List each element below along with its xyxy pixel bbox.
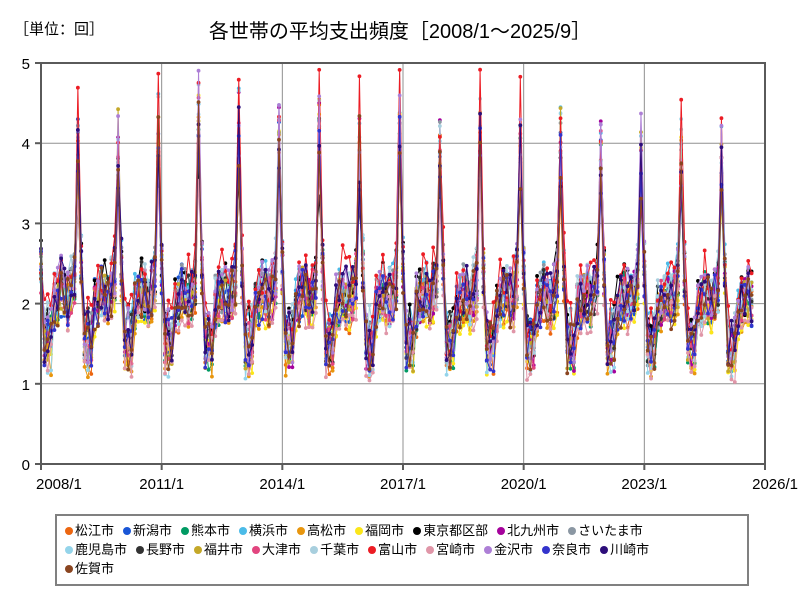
legend-item-宮崎市[interactable]: 宮崎市	[426, 543, 475, 556]
y-tick-label: 1	[22, 377, 30, 394]
x-tick-label: 2023/1	[621, 476, 667, 493]
legend-label: 熊本市	[191, 523, 231, 538]
legend-label: 川崎市	[610, 542, 650, 557]
legend-item-北九州市[interactable]: 北九州市	[497, 524, 559, 537]
legend-marker-icon	[297, 526, 306, 535]
legend-marker-icon	[123, 526, 132, 535]
legend-marker-icon	[136, 545, 145, 554]
legend-label: 福井市	[204, 542, 244, 557]
axes: 0 1 2 3 4 5 2008/1 2011/1 2014/1 2017/1 2020/1 2023…	[22, 56, 798, 493]
legend-item-奈良市[interactable]: 奈良市	[542, 543, 591, 556]
legend-item-富山市[interactable]: 富山市	[368, 543, 417, 556]
x-tick-label: 2020/1	[501, 476, 547, 493]
legend-label: 長野市	[146, 542, 186, 557]
legend-marker-icon	[413, 526, 422, 535]
legend-item-東京都区部[interactable]: 東京都区部	[413, 524, 488, 537]
y-tick-label: 5	[22, 56, 30, 73]
x-tick-label: 2017/1	[380, 476, 426, 493]
legend-item-金沢市[interactable]: 金沢市	[484, 543, 533, 556]
legend-item-新潟市[interactable]: 新潟市	[123, 524, 172, 537]
x-tick-label: 2008/1	[36, 476, 82, 493]
legend-item-川崎市[interactable]: 川崎市	[600, 543, 649, 556]
legend-item-千葉市[interactable]: 千葉市	[310, 543, 359, 556]
legend-item-横浜市[interactable]: 横浜市	[239, 524, 288, 537]
legend-item-長野市[interactable]: 長野市	[136, 543, 185, 556]
legend-marker-icon	[65, 564, 73, 573]
legend-label: 高松市	[307, 523, 347, 538]
legend-item-大津市[interactable]: 大津市	[252, 543, 301, 556]
chart-title: 各世帯の平均支出頻度［2008/1～2025/9］	[208, 21, 592, 43]
legend-marker-icon	[252, 545, 261, 554]
legend-marker-icon	[600, 545, 609, 554]
data-series-group	[39, 67, 754, 384]
legend-label: 北九州市	[507, 523, 560, 538]
legend-label: 千葉市	[320, 542, 360, 557]
legend-marker-icon	[568, 526, 577, 535]
legend-marker-icon	[368, 545, 377, 554]
legend-label: 横浜市	[249, 523, 289, 538]
legend-label: 新潟市	[133, 523, 173, 538]
legend-label: 大津市	[262, 542, 302, 557]
series-佐賀市	[39, 100, 754, 376]
legend-marker-icon	[181, 526, 190, 535]
legend-item-福岡市[interactable]: 福岡市	[355, 524, 404, 537]
legend-label: 福岡市	[365, 523, 405, 538]
x-tick-label: 2011/1	[139, 476, 184, 493]
legend-marker-icon	[355, 526, 364, 535]
x-tick-label: 2026/1	[752, 476, 798, 493]
legend-marker-icon	[65, 545, 73, 554]
legend-marker-icon	[65, 526, 73, 535]
unit-label: ［単位：回］	[14, 21, 105, 38]
legend-label: 東京都区部	[423, 523, 489, 538]
legend-item-さいたま市[interactable]: さいたま市	[568, 524, 643, 537]
chart-svg: 0 1 2 3 4 5 2008/1 2011/1 2014/1 2017/1 2020/1 2023…	[22, 56, 798, 493]
y-tick-label: 2	[22, 297, 30, 314]
legend-marker-icon	[497, 526, 506, 535]
y-tick-label: 4	[22, 136, 30, 153]
legend-marker-icon	[194, 545, 203, 554]
legend-row: 鹿児島市 長野市 福井市 大津市 千葉市 富山市 宮崎市 金沢市 奈良市 川崎市	[65, 540, 739, 559]
legend-marker-icon	[542, 545, 551, 554]
legend-marker-icon	[484, 545, 493, 554]
legend-marker-icon	[239, 526, 248, 535]
y-tick-label: 0	[22, 457, 30, 474]
legend-marker-icon	[310, 545, 319, 554]
legend-label: 金沢市	[494, 542, 534, 557]
legend-label: 鹿児島市	[75, 542, 128, 557]
legend-row: 松江市 新潟市 熊本市 横浜市 高松市 福岡市 東京都区部 北九州市 さいたま市	[65, 521, 739, 540]
legend-label: さいたま市	[578, 523, 643, 538]
legend-label: 松江市	[75, 523, 115, 538]
legend-marker-icon	[426, 545, 435, 554]
legend-label: 奈良市	[552, 542, 592, 557]
chart-legend: 松江市 新潟市 熊本市 横浜市 高松市 福岡市 東京都区部 北九州市 さいたま市鹿児島市 長野市 福…	[55, 514, 749, 586]
x-tick-label: 2014/1	[259, 476, 305, 493]
legend-item-熊本市[interactable]: 熊本市	[181, 524, 230, 537]
chart-plot-area: 0 1 2 3 4 5 2008/1 2011/1 2014/1 2017/1 2020/1 2023…	[22, 56, 798, 493]
legend-item-松江市[interactable]: 松江市	[65, 524, 114, 537]
legend-label: 宮崎市	[436, 542, 476, 557]
legend-item-佐賀市[interactable]: 佐賀市	[65, 562, 114, 575]
y-tick-label: 3	[22, 216, 30, 233]
legend-label: 富山市	[378, 542, 418, 557]
legend-row: 佐賀市	[65, 559, 739, 578]
legend-label: 佐賀市	[75, 561, 115, 576]
legend-item-福井市[interactable]: 福井市	[194, 543, 243, 556]
legend-item-鹿児島市[interactable]: 鹿児島市	[65, 543, 127, 556]
legend-item-高松市[interactable]: 高松市	[297, 524, 346, 537]
